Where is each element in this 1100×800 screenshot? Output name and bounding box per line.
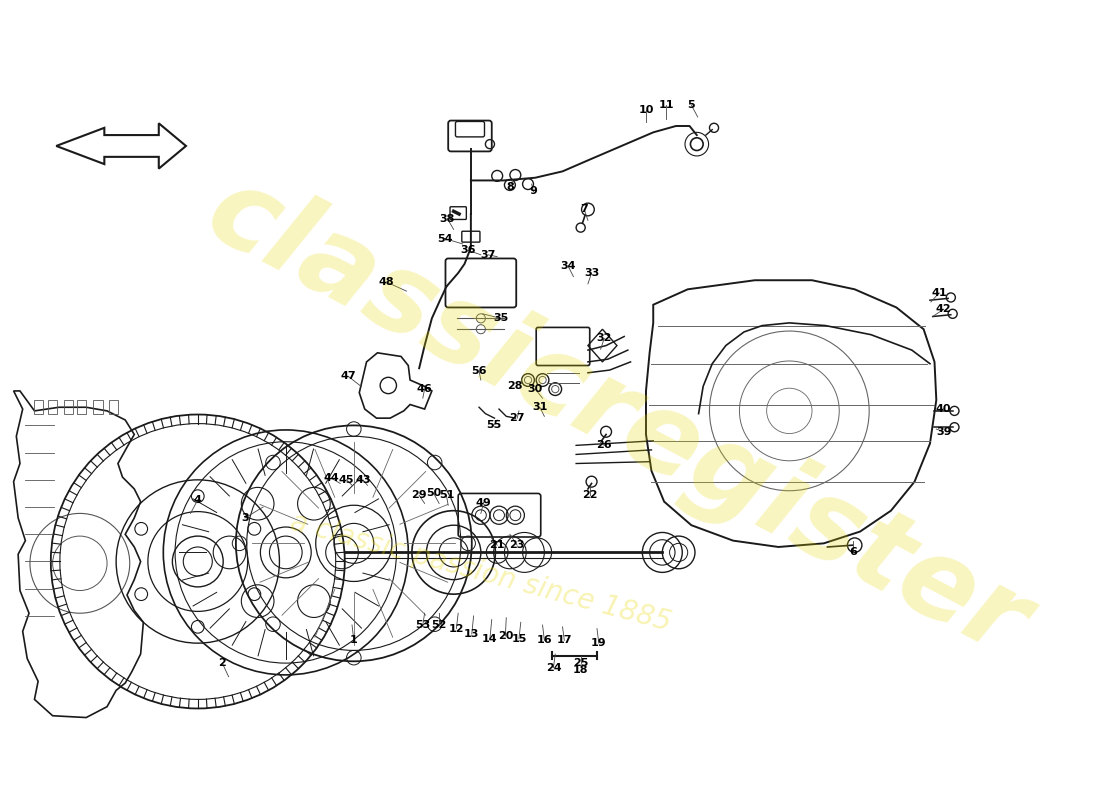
Text: 39: 39	[936, 426, 952, 437]
Text: 43: 43	[355, 475, 371, 485]
Text: 14: 14	[482, 634, 497, 644]
Text: 33: 33	[584, 268, 600, 278]
Text: 7: 7	[581, 205, 589, 214]
Text: 17: 17	[557, 635, 572, 646]
Text: a classic passion since 1885: a classic passion since 1885	[287, 508, 674, 637]
Text: 3: 3	[241, 513, 249, 523]
Text: 8: 8	[506, 182, 514, 192]
Text: 12: 12	[449, 624, 464, 634]
Text: 48: 48	[378, 277, 394, 287]
Text: 45: 45	[339, 475, 354, 485]
Text: 54: 54	[437, 234, 452, 243]
Text: 30: 30	[528, 384, 543, 394]
Text: 2: 2	[219, 658, 227, 668]
Text: 47: 47	[341, 371, 356, 382]
Bar	[77, 400, 86, 414]
Text: 31: 31	[532, 402, 548, 412]
Text: classicregister: classicregister	[189, 156, 1045, 680]
Text: 38: 38	[440, 214, 455, 223]
Text: 40: 40	[936, 404, 952, 414]
Bar	[34, 400, 43, 414]
Text: 37: 37	[481, 250, 496, 260]
Text: 36: 36	[461, 246, 476, 255]
Bar	[64, 400, 73, 414]
Text: 41: 41	[932, 288, 947, 298]
Text: 50: 50	[426, 489, 441, 498]
Bar	[94, 400, 102, 414]
Text: 20: 20	[497, 631, 513, 641]
Text: 16: 16	[537, 635, 552, 646]
Text: 42: 42	[936, 304, 952, 314]
Text: 5: 5	[688, 100, 695, 110]
Text: 10: 10	[638, 105, 653, 114]
Text: 44: 44	[323, 473, 339, 483]
Text: 32: 32	[596, 334, 612, 343]
Text: 27: 27	[509, 413, 525, 423]
Text: 51: 51	[439, 490, 454, 500]
Text: 35: 35	[493, 314, 508, 323]
Text: 13: 13	[464, 629, 480, 639]
Bar	[48, 400, 57, 414]
Text: 21: 21	[490, 540, 505, 550]
Text: 4: 4	[194, 495, 201, 505]
Text: 49: 49	[475, 498, 492, 507]
Text: 19: 19	[591, 638, 606, 648]
Text: 1: 1	[350, 635, 358, 646]
Text: 22: 22	[582, 490, 597, 500]
Text: 9: 9	[529, 186, 538, 196]
Text: 24: 24	[546, 662, 561, 673]
Text: 34: 34	[560, 261, 575, 270]
Text: 11: 11	[658, 100, 673, 110]
Text: 23: 23	[509, 540, 525, 550]
Text: 52: 52	[431, 620, 447, 630]
Text: 46: 46	[417, 384, 432, 394]
Text: 18: 18	[573, 666, 588, 675]
Bar	[109, 400, 118, 414]
Text: 26: 26	[596, 440, 612, 450]
Text: 6: 6	[849, 547, 857, 558]
Text: 25: 25	[573, 658, 588, 668]
Text: 29: 29	[411, 490, 427, 500]
Text: 55: 55	[486, 421, 502, 430]
Text: 53: 53	[415, 620, 430, 630]
Text: 56: 56	[471, 366, 487, 376]
Text: 15: 15	[512, 634, 527, 644]
Text: 28: 28	[507, 382, 524, 391]
